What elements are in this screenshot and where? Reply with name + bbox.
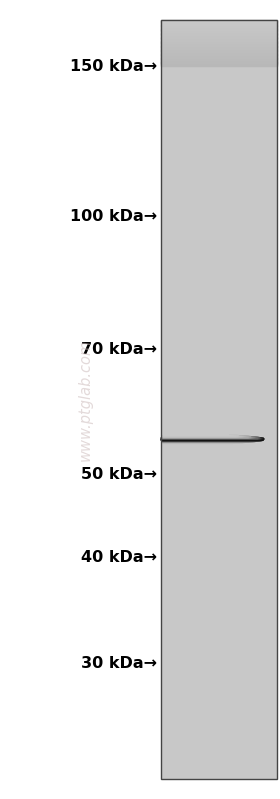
Bar (161, 20, 277, 779)
Text: 50 kDa→: 50 kDa→ (81, 467, 157, 482)
Text: 40 kDa→: 40 kDa→ (81, 550, 157, 565)
Text: 30 kDa→: 30 kDa→ (81, 657, 157, 671)
Text: www.ptglab.com: www.ptglab.com (78, 338, 93, 461)
Text: 70 kDa→: 70 kDa→ (81, 342, 157, 357)
Bar (161, 20, 277, 779)
Text: 150 kDa→: 150 kDa→ (70, 59, 157, 74)
Text: 100 kDa→: 100 kDa→ (70, 209, 157, 225)
